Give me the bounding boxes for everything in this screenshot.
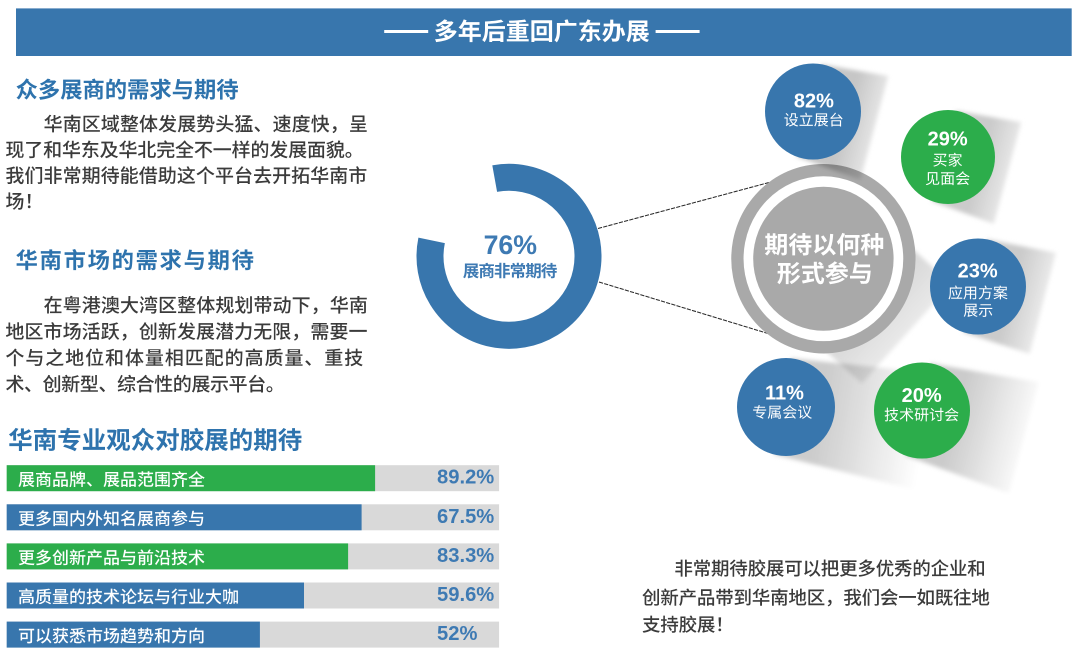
svg-text:82%: 82% xyxy=(794,91,834,113)
svg-text:23%: 23% xyxy=(958,261,998,283)
svg-text:20%: 20% xyxy=(902,385,942,407)
svg-text:59.6%: 59.6% xyxy=(437,584,494,606)
svg-text:52%: 52% xyxy=(437,623,477,645)
svg-text:11%: 11% xyxy=(765,382,804,404)
svg-text:89.2%: 89.2% xyxy=(437,467,494,489)
svg-text:29%: 29% xyxy=(928,129,968,151)
svg-text:76%: 76% xyxy=(484,230,538,260)
svg-text:67.5%: 67.5% xyxy=(437,506,494,528)
svg-text:83.3%: 83.3% xyxy=(437,545,494,567)
